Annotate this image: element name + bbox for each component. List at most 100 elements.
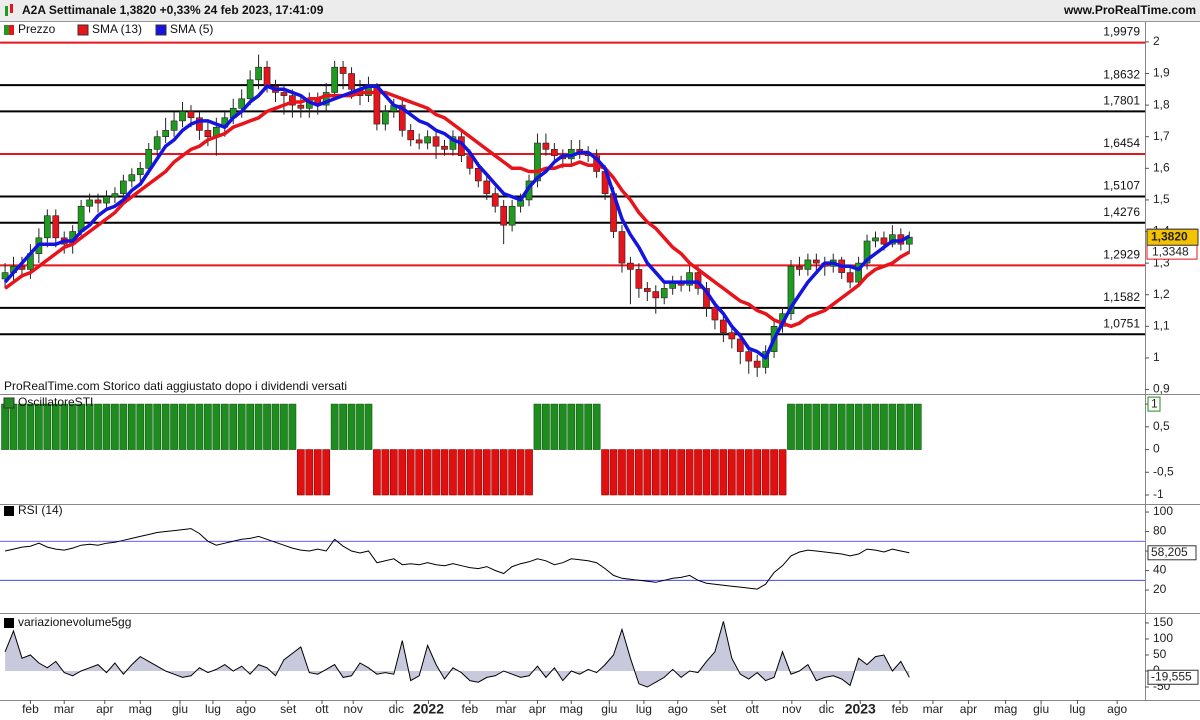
candle-body: [153, 136, 161, 150]
oscillator-bar: [322, 449, 331, 496]
oscillator-bar: [558, 403, 567, 450]
candle-body: [111, 193, 119, 198]
oscillator-bar: [432, 449, 440, 496]
candle-body: [635, 269, 643, 289]
oscillator-bar: [896, 403, 905, 450]
y-tick-label: 150: [1153, 615, 1173, 629]
plot-layer: 21,91,81,71,61,51,41,31,21,110,910,50-0,…: [0, 25, 1174, 717]
x-tick-label: ott: [315, 702, 329, 716]
panel-icon: [4, 506, 14, 516]
oscillator-bar: [330, 403, 339, 450]
oscillator-bar: [229, 403, 238, 450]
y-tick-label: -1: [1153, 487, 1164, 501]
y-tick-label: 0: [1153, 442, 1160, 456]
oscillator-bar: [296, 449, 305, 496]
legend-label: Prezzo: [18, 22, 56, 36]
y-tick-label: 100: [1153, 631, 1173, 645]
x-tick-label: mar: [496, 702, 517, 716]
oscillator-bar: [415, 449, 424, 496]
oscillator-bar: [550, 403, 559, 450]
candle-body: [736, 338, 744, 352]
oscillator-bar: [127, 403, 136, 450]
candle-body: [728, 332, 736, 340]
oscillator-bar: [618, 449, 626, 496]
header-site[interactable]: www.ProRealTime.com: [1063, 3, 1196, 17]
candle-body: [483, 180, 491, 194]
y-tick-label: 1,6: [1153, 160, 1170, 174]
oscillator-bar: [880, 403, 888, 450]
candle-body: [449, 136, 457, 150]
candle-body: [196, 117, 203, 131]
y-tick-label: 1: [1153, 350, 1160, 364]
candle-body: [872, 237, 879, 242]
oscillator-bar: [237, 403, 246, 450]
oscillator-bar: [567, 403, 576, 450]
y-tick-label: 0,5: [1153, 419, 1170, 433]
price-badge-box: [1146, 228, 1199, 246]
level-label: 1,6454: [1103, 136, 1140, 150]
oscillator-bar: [364, 403, 373, 450]
candle-body: [339, 66, 347, 74]
oscillator-bar: [1, 403, 9, 450]
x-tick-label: set: [280, 702, 297, 716]
oscillator-bar: [263, 403, 271, 450]
oscillator-bar: [702, 449, 711, 496]
candle-body: [424, 136, 431, 144]
candle-body: [720, 319, 727, 333]
x-tick-label: nov: [782, 702, 801, 716]
candle-body: [880, 237, 888, 245]
y-tick-label: 1,1: [1153, 318, 1170, 332]
oscillator-bar: [812, 403, 821, 450]
oscillator-bar: [60, 403, 69, 450]
oscillator-bar: [820, 403, 829, 450]
candle-body: [43, 215, 51, 239]
x-tick-label: lug: [205, 702, 221, 716]
candle-body: [204, 130, 212, 138]
oscillator-bar: [111, 403, 119, 450]
oscillator-bar: [668, 449, 677, 496]
x-tick-label: lug: [1069, 702, 1085, 716]
last-value: 58,205: [1151, 545, 1188, 559]
y-tick-label: 1,5: [1153, 192, 1170, 206]
oscillator-bar: [77, 403, 85, 450]
oscillator-bar: [575, 403, 584, 450]
oscillator-bar: [905, 403, 914, 450]
candle-body: [660, 288, 668, 299]
candle-body: [1, 272, 9, 280]
level-label: 1,7801: [1103, 94, 1140, 108]
oscillator-bar: [43, 403, 52, 450]
oscillator-bar: [339, 403, 347, 450]
header-title: A2A Settimanale 1,3820 +0,33% 24 feb 202…: [22, 3, 324, 17]
note: ProRealTime.com Storico dati aggiustato …: [4, 379, 347, 393]
y-tick-label: 1,7: [1153, 129, 1170, 143]
last-value-box: [1147, 669, 1199, 685]
candle-body: [52, 215, 60, 239]
oscillator-bar: [863, 403, 871, 450]
oscillator-bar: [423, 449, 432, 496]
candle-body: [407, 130, 415, 141]
candle-body: [255, 66, 262, 81]
level-label: 1,0751: [1103, 316, 1140, 330]
oscillator-bar: [744, 449, 753, 496]
y-tick-label: 1,8: [1153, 97, 1170, 111]
last-value: -19,555: [1151, 669, 1192, 683]
candle-body: [246, 79, 254, 100]
oscillator-bar: [153, 403, 162, 450]
candle-body: [787, 265, 795, 314]
x-tick-label: giu: [601, 702, 617, 716]
volume-area: [5, 621, 910, 687]
candle-body: [618, 231, 626, 264]
candle-body: [432, 136, 440, 147]
oscillator-bar: [736, 449, 745, 496]
oscillator-bar: [305, 449, 314, 496]
legend-swatch: [155, 24, 167, 36]
oscillator-bar: [178, 403, 187, 450]
oscillator-bar: [643, 449, 652, 496]
oscillator-bar: [795, 403, 804, 450]
sma-line: [3, 84, 911, 360]
oscillator-bar: [609, 449, 618, 496]
oscillator-bar: [584, 403, 593, 450]
legend-icon: [9, 25, 14, 35]
oscillator-bar: [804, 403, 812, 450]
